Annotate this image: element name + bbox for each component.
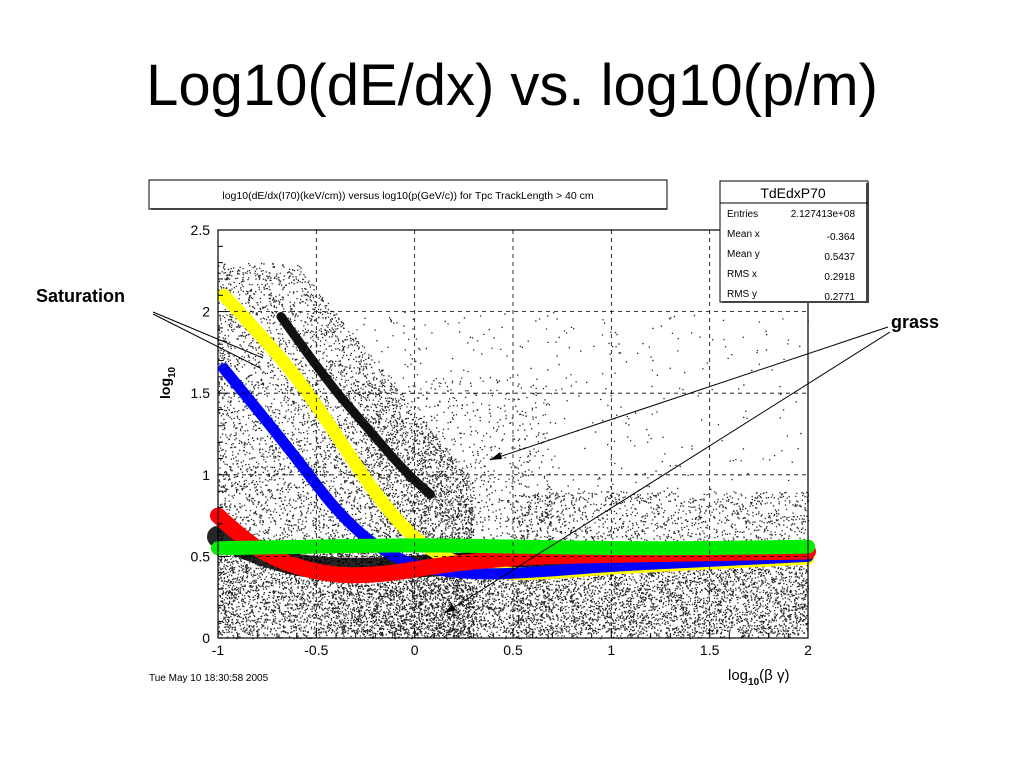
stats-name: TdEdxP70 [760, 185, 826, 201]
x-label-suffix: (β γ) [759, 667, 789, 684]
y-tick-label-4: 2 [202, 304, 210, 320]
x-label-sub: 10 [748, 677, 760, 688]
band-0 [276, 311, 435, 499]
stats-label-1: Mean x [727, 229, 760, 240]
saturation-label: Saturation [36, 286, 125, 306]
x-tick-label-3: 0.5 [503, 642, 523, 658]
y-tick-label-0: 0 [202, 630, 210, 646]
y-label-prefix: log [157, 378, 173, 399]
stats-rows: Entries 2.127413e+08 Mean x -0.364 Mean y 0.5… [727, 209, 855, 303]
stats-label-2: Mean y [727, 249, 760, 260]
stats-box: TdEdxP70 Entries 2.127413e+08 Mean x -0.364… [719, 180, 869, 303]
x-tick-label-4: 1 [607, 642, 615, 658]
plot-title-box: log10(dE/dx(I70)(keV/cm)) versus log10(p… [148, 179, 668, 210]
slide-title: Log10(dE/dx) vs. log10(p/m) [146, 53, 878, 118]
y-tick-label-5: 2.5 [191, 222, 211, 238]
grass-arrowhead-1 [490, 452, 502, 460]
x-tick-label-1: -0.5 [304, 642, 328, 658]
ticks: -1 -0.5 0 0.5 1 1.5 2 0 0.5 1 1.5 2 2.5 [191, 222, 813, 658]
grass-arrow-1 [489, 326, 889, 461]
x-label-prefix: log [728, 667, 748, 684]
x-tick-label-5: 1.5 [700, 642, 720, 658]
y-tick-label-3: 1.5 [191, 385, 211, 401]
y-tick-label-1: 0.5 [191, 548, 211, 564]
stats-label-3: RMS x [727, 269, 757, 280]
plot-title: log10(dE/dx(I70)(keV/cm)) versus log10(p… [222, 190, 593, 202]
x-tick-label-6: 2 [804, 642, 812, 658]
stats-value-2: 0.5437 [824, 252, 855, 263]
band-5 [211, 538, 815, 556]
x-axis-label: log10(β γ) [728, 667, 789, 688]
y-axis-label: log10 [157, 366, 178, 399]
svg-text:log10: log10 [157, 366, 178, 399]
y-label-sub: 10 [167, 366, 178, 378]
stats-value-4: 0.2771 [824, 292, 855, 303]
stats-value-3: 0.2918 [824, 272, 855, 283]
y-tick-label-2: 1 [202, 467, 210, 483]
annotation-saturation: Saturation [36, 286, 264, 369]
grid [218, 230, 808, 638]
band-layer [207, 288, 816, 584]
stats-label-0: Entries [727, 209, 758, 220]
grass-label: grass [891, 312, 939, 332]
annotation-grass: grass [444, 312, 939, 614]
stats-value-0: 2.127413e+08 [791, 209, 856, 220]
x-tick-label-2: 0 [411, 642, 419, 658]
stats-label-4: RMS y [727, 289, 757, 300]
saturation-arrow-2 [152, 313, 261, 369]
x-tick-label-0: -1 [212, 642, 225, 658]
timestamp: Tue May 10 18:30:58 2005 [149, 673, 269, 684]
grass-arrow-2 [444, 331, 891, 614]
svg-text:log10(β γ): log10(β γ) [728, 667, 789, 688]
stats-value-1: -0.364 [827, 232, 856, 243]
saturation-arrow-1 [152, 311, 264, 359]
grass-arrowhead-2 [445, 604, 456, 613]
